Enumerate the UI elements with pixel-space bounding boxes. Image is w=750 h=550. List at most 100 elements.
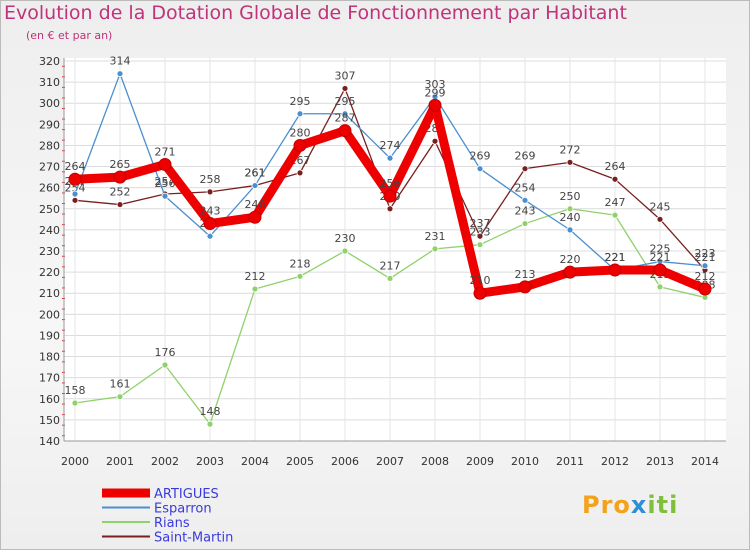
data-point-artigues (113, 170, 127, 184)
x-tick-label: 2010 (511, 455, 539, 468)
data-point-esparron (566, 226, 574, 234)
x-tick-label: 2011 (556, 455, 584, 468)
data-point-saint-martin (566, 158, 574, 166)
data-point-esparron (386, 154, 394, 162)
data-label-rians: 231 (425, 230, 446, 243)
x-tick-label: 2002 (151, 455, 179, 468)
data-point-saint-martin (206, 188, 214, 196)
data-point-rians (386, 275, 394, 282)
y-tick-label: 320 (39, 55, 60, 68)
y-tick-label: 160 (39, 393, 60, 406)
data-label-artigues: 221 (650, 251, 671, 264)
y-tick-label: 190 (39, 329, 60, 342)
data-label-artigues: 246 (245, 198, 266, 211)
data-point-saint-martin (116, 201, 124, 208)
data-point-saint-martin (611, 175, 619, 183)
data-label-esparron: 223 (695, 247, 716, 260)
data-point-artigues (68, 172, 82, 186)
data-label-artigues: 220 (560, 253, 581, 266)
data-label-saint-martin: 264 (605, 160, 626, 173)
data-point-artigues (698, 282, 712, 296)
y-tick-label: 200 (39, 308, 60, 321)
data-label-artigues: 265 (110, 158, 131, 171)
data-label-saint-martin: 269 (515, 150, 536, 163)
data-label-saint-martin: 245 (650, 200, 671, 213)
data-point-esparron (161, 192, 169, 200)
x-tick-label: 2000 (61, 455, 89, 468)
data-label-rians: 161 (110, 378, 131, 391)
data-label-artigues: 256 (380, 177, 401, 190)
data-point-artigues (338, 124, 352, 138)
data-point-saint-martin (71, 196, 79, 204)
data-label-rians: 158 (65, 384, 86, 397)
x-tick-label: 2014 (691, 455, 719, 468)
data-label-esparron: 295 (290, 95, 311, 108)
y-tick-label: 170 (39, 372, 60, 385)
data-label-rians: 218 (290, 257, 311, 270)
y-tick-label: 240 (39, 224, 60, 237)
data-point-rians (206, 420, 214, 428)
y-tick-label: 230 (39, 245, 60, 258)
x-tick-label: 2005 (286, 455, 314, 468)
data-label-rians: 176 (155, 346, 176, 359)
data-point-esparron (206, 232, 214, 240)
y-tick-label: 310 (39, 76, 60, 89)
data-label-artigues: 264 (65, 160, 86, 173)
y-tick-label: 280 (39, 139, 60, 152)
data-point-esparron (701, 262, 709, 270)
data-label-rians: 250 (560, 190, 581, 203)
y-tick-label: 260 (39, 182, 60, 195)
data-point-artigues (563, 265, 577, 279)
data-point-artigues (473, 286, 487, 300)
data-label-esparron: 240 (560, 211, 581, 224)
data-label-artigues: 213 (515, 268, 536, 281)
data-point-rians (611, 211, 619, 219)
data-point-saint-martin (521, 165, 529, 173)
legend-label-esparron: Esparron (154, 502, 212, 517)
data-label-artigues: 221 (605, 251, 626, 264)
x-tick-label: 2004 (241, 455, 269, 468)
x-tick-label: 2006 (331, 455, 359, 468)
data-label-saint-martin: 221 (695, 251, 716, 264)
legend-label-saint-martin: Saint-Martin (154, 531, 233, 546)
y-tick-label: 300 (39, 97, 60, 110)
chart-title: Evolution de la Dotation Globale de Fonc… (4, 2, 627, 24)
data-point-rians (71, 399, 79, 407)
data-point-artigues (383, 189, 397, 203)
data-point-saint-martin (341, 85, 349, 92)
data-point-rians (116, 393, 124, 401)
data-point-saint-martin (296, 169, 304, 177)
y-tick-label: 290 (39, 118, 60, 131)
data-label-artigues: 280 (290, 126, 311, 139)
data-point-saint-martin (386, 205, 394, 213)
x-tick-label: 2013 (646, 455, 674, 468)
data-point-artigues (608, 263, 622, 277)
data-label-esparron: 254 (515, 181, 536, 194)
x-tick-label: 2003 (196, 455, 224, 468)
data-point-esparron (341, 110, 349, 118)
y-tick-label: 250 (39, 203, 60, 216)
data-point-saint-martin (431, 137, 439, 145)
data-point-artigues (293, 138, 307, 152)
x-tick-label: 2008 (421, 455, 449, 468)
data-point-rians (566, 205, 574, 213)
data-point-esparron (71, 190, 79, 198)
data-label-rians: 233 (470, 226, 491, 239)
data-point-esparron (476, 165, 484, 173)
data-label-saint-martin: 258 (200, 173, 221, 186)
y-tick-label: 180 (39, 351, 60, 364)
data-point-esparron (521, 196, 529, 204)
data-label-rians: 212 (245, 270, 266, 283)
data-label-esparron: 295 (335, 95, 356, 108)
plot-area (64, 58, 726, 441)
data-label-saint-martin: 307 (335, 69, 356, 82)
y-tick-label: 210 (39, 287, 60, 300)
data-label-artigues: 210 (470, 274, 491, 287)
data-label-artigues: 271 (155, 145, 176, 158)
x-tick-label: 2012 (601, 455, 629, 468)
data-label-saint-martin: 252 (110, 186, 131, 199)
data-label-artigues: 287 (335, 112, 356, 125)
data-point-artigues (248, 210, 262, 224)
y-tick-label: 270 (39, 161, 60, 174)
